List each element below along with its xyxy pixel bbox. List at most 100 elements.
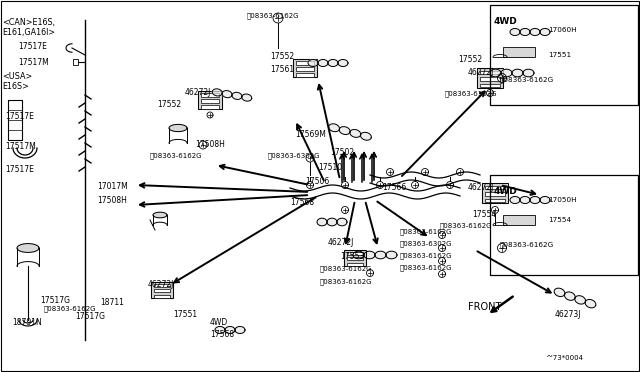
Bar [8,100,22,140]
Polygon shape [360,132,371,140]
Text: 17517M: 17517M [18,58,49,67]
Polygon shape [212,89,222,96]
Polygon shape [530,29,540,35]
Bar [198,91,222,109]
Polygon shape [477,68,503,88]
Text: 46272J: 46272J [468,183,494,192]
Polygon shape [339,126,350,135]
Polygon shape [510,29,520,35]
Polygon shape [510,196,520,203]
Text: 17554: 17554 [548,217,571,223]
Polygon shape [344,250,366,266]
Polygon shape [317,218,327,226]
Polygon shape [501,69,512,77]
Text: 17510: 17510 [318,163,342,172]
Polygon shape [530,196,540,203]
Polygon shape [242,94,252,101]
Text: 18711: 18711 [100,298,124,307]
Text: Ⓢ08363-6162G: Ⓢ08363-6162G [445,90,497,97]
Bar [480,71,500,74]
Bar [296,67,314,71]
Text: 46272J: 46272J [148,280,174,289]
Bar [73,59,78,65]
Text: 17050H: 17050H [548,197,577,203]
Text: 46272J: 46272J [185,88,211,97]
Bar [347,263,363,266]
Polygon shape [17,244,39,252]
Text: 4WD: 4WD [494,187,518,196]
Text: 17551: 17551 [548,52,571,58]
Text: E16S>: E16S> [2,82,29,91]
Text: 17568: 17568 [210,330,234,339]
Polygon shape [232,92,242,99]
Text: 17517E: 17517E [5,165,34,174]
Polygon shape [482,183,508,203]
Text: 18791N: 18791N [12,318,42,327]
Polygon shape [169,124,187,132]
Text: <USA>: <USA> [2,72,32,81]
Text: 17554: 17554 [472,210,496,219]
Polygon shape [512,69,523,77]
Polygon shape [328,60,338,67]
Polygon shape [364,251,375,259]
Text: 17568: 17568 [290,198,314,207]
Polygon shape [225,327,235,333]
Bar [296,73,314,77]
Bar [480,84,500,87]
Polygon shape [153,212,167,218]
Polygon shape [375,251,386,259]
Text: 17553: 17553 [340,252,364,261]
Text: Ⓢ08363-6162G: Ⓢ08363-6162G [400,228,452,235]
Text: 17517E: 17517E [5,112,34,121]
Text: Ⓢ08363-6162G: Ⓢ08363-6162G [500,77,554,83]
Polygon shape [327,218,337,226]
Text: 46273J: 46273J [555,310,582,319]
Text: E161,GA16I>: E161,GA16I> [2,28,55,37]
Text: Ⓢ08363-6162G: Ⓢ08363-6162G [320,265,372,272]
Text: 46272J: 46272J [328,238,355,247]
Text: 4WD: 4WD [210,318,228,327]
Text: 17561: 17561 [270,65,294,74]
Polygon shape [520,196,530,203]
Text: 17017M: 17017M [97,182,128,191]
Bar [201,99,219,103]
Bar [154,284,170,287]
Text: Ⓢ08363-6162G: Ⓢ08363-6162G [247,12,300,19]
Text: 17508H: 17508H [97,196,127,205]
Text: Ⓢ08363-6162G: Ⓢ08363-6162G [150,152,202,158]
Bar [485,192,505,196]
Text: 17551: 17551 [173,310,197,319]
Bar [503,215,535,225]
Text: Ⓢ08363-6162G: Ⓢ08363-6162G [320,278,372,285]
Bar [154,289,170,292]
Text: 17569M: 17569M [295,130,326,139]
Polygon shape [564,292,575,300]
Polygon shape [308,60,318,67]
Polygon shape [520,29,530,35]
Text: 17566: 17566 [382,183,406,192]
Bar [154,295,170,298]
Text: 17502: 17502 [330,148,354,157]
Text: 17517G: 17517G [40,296,70,305]
Bar [482,183,508,203]
Polygon shape [353,251,364,259]
Bar [296,61,314,64]
Polygon shape [490,69,501,77]
Bar [490,5,638,105]
Polygon shape [198,91,222,109]
Polygon shape [523,69,534,77]
Text: <CAN>E16S,: <CAN>E16S, [2,18,55,27]
Bar [151,282,173,298]
Polygon shape [329,124,339,132]
Bar [485,199,505,202]
Text: 4WD: 4WD [494,17,518,26]
Text: 46272J: 46272J [468,68,494,77]
Bar [201,93,219,96]
Polygon shape [338,60,348,67]
Bar [477,68,503,88]
Polygon shape [554,288,565,296]
Bar [503,47,535,57]
Text: Ⓢ08363-6162G: Ⓢ08363-6162G [44,305,97,312]
Text: 17552: 17552 [270,52,294,61]
Text: ^'73*0004: ^'73*0004 [545,355,583,361]
